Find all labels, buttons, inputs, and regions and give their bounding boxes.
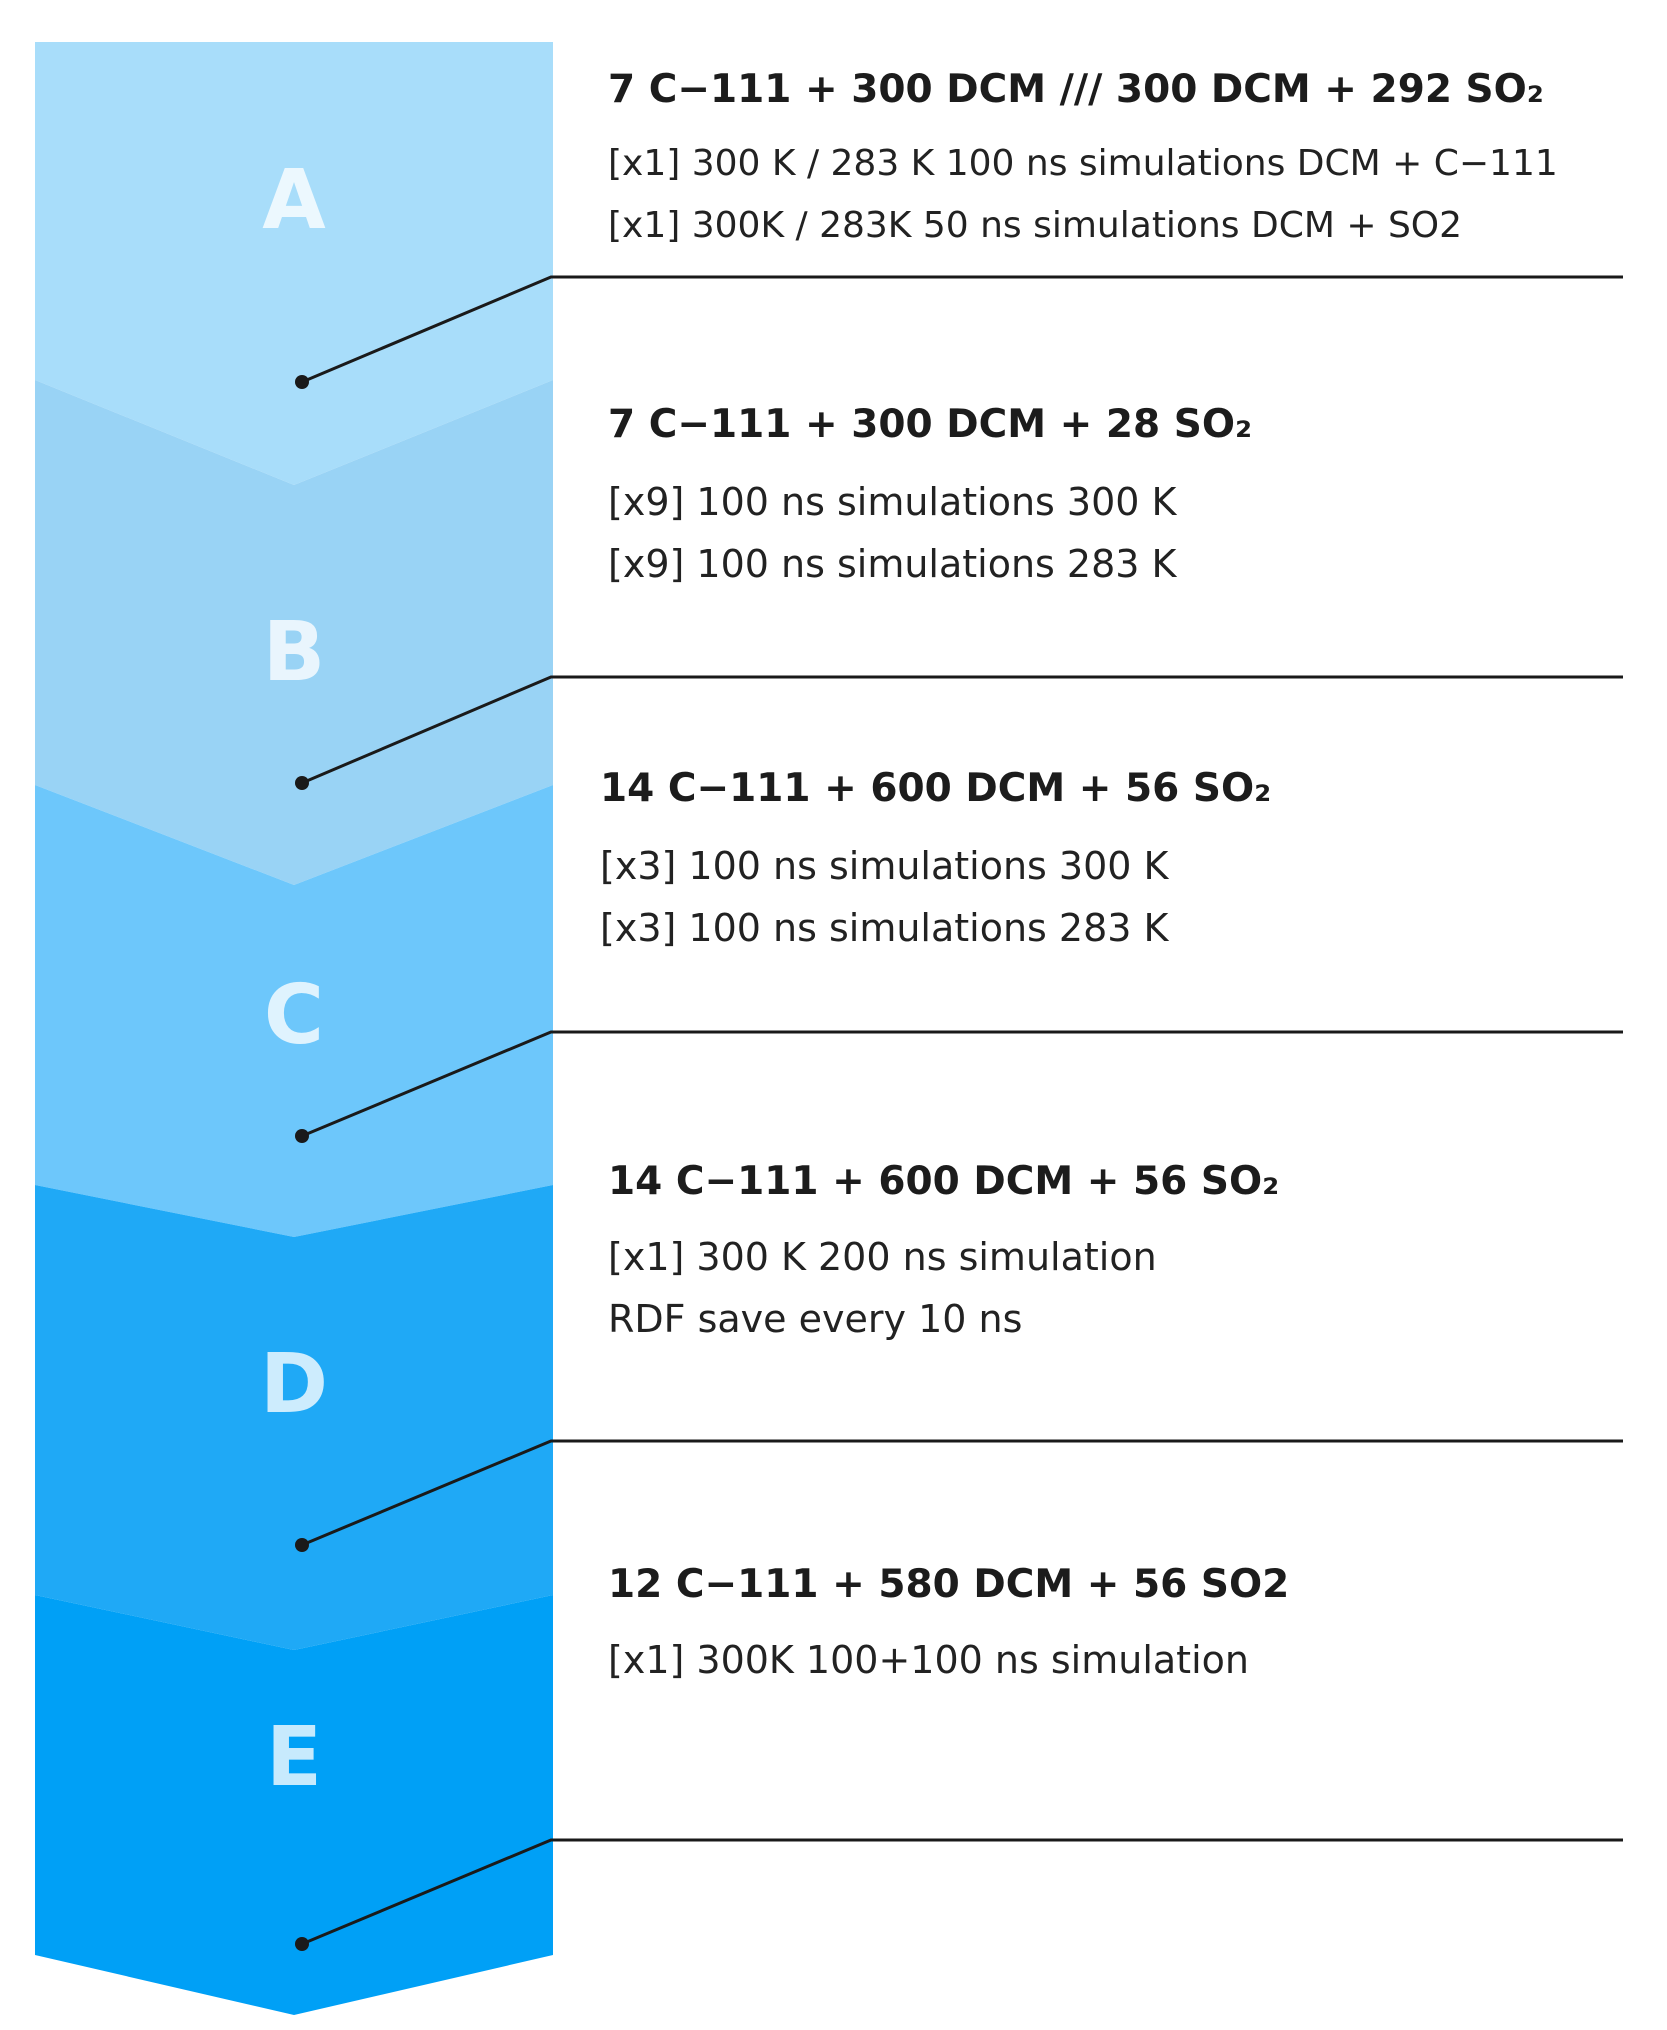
stage-b-segment bbox=[35, 380, 553, 885]
connector-dot-e bbox=[295, 1937, 309, 1951]
stage-b-title: 7 C−111 + 300 DCM + 28 SO₂ bbox=[608, 402, 1253, 447]
stage-letter-c: C bbox=[264, 968, 324, 1063]
stage-e-detail-1: [x1] 300K 100+100 ns simulation bbox=[608, 1638, 1249, 1682]
stage-b-detail-1: [x9] 100 ns simulations 300 K bbox=[608, 480, 1177, 524]
stage-e-segment bbox=[35, 1595, 553, 2015]
connector-dot-a bbox=[295, 375, 309, 389]
stage-c-title: 14 C−111 + 600 DCM + 56 SO₂ bbox=[600, 766, 1272, 811]
stage-letter-e: E bbox=[266, 1710, 322, 1805]
stage-c-detail-2: [x3] 100 ns simulations 283 K bbox=[600, 906, 1169, 950]
stage-d-detail-2: RDF save every 10 ns bbox=[608, 1297, 1023, 1341]
connector-d bbox=[301, 1439, 1623, 1547]
stage-c-detail-1: [x3] 100 ns simulations 300 K bbox=[600, 844, 1169, 888]
stage-a-detail-2: [x1] 300K / 283K 50 ns simulations DCM +… bbox=[608, 205, 1463, 246]
connector-dot-d bbox=[295, 1538, 309, 1552]
stage-letter-d: D bbox=[260, 1337, 328, 1432]
stage-d-detail-1: [x1] 300 K 200 ns simulation bbox=[608, 1235, 1157, 1279]
stage-c-segment bbox=[35, 785, 553, 1237]
connector-e bbox=[301, 1838, 1623, 1946]
stage-letter-b: B bbox=[263, 605, 326, 700]
connector-dot-c bbox=[295, 1129, 309, 1143]
stage-b-detail-2: [x9] 100 ns simulations 283 K bbox=[608, 542, 1177, 586]
stage-letter-a: A bbox=[262, 153, 326, 248]
stage-a-detail-1: [x1] 300 K / 283 K 100 ns simulations DC… bbox=[608, 143, 1558, 184]
connector-a bbox=[301, 275, 1623, 384]
stage-a-title: 7 C−111 + 300 DCM /// 300 DCM + 292 SO₂ bbox=[608, 67, 1544, 112]
connector-dot-b bbox=[295, 776, 309, 790]
stage-d-segment bbox=[35, 1185, 553, 1650]
connector-c bbox=[301, 1030, 1623, 1138]
stage-e-title: 12 C−111 + 580 DCM + 56 SO2 bbox=[608, 1562, 1290, 1607]
stage-a-segment bbox=[35, 42, 553, 485]
connector-b bbox=[301, 675, 1623, 785]
stage-d-title: 14 C−111 + 600 DCM + 56 SO₂ bbox=[608, 1159, 1280, 1204]
